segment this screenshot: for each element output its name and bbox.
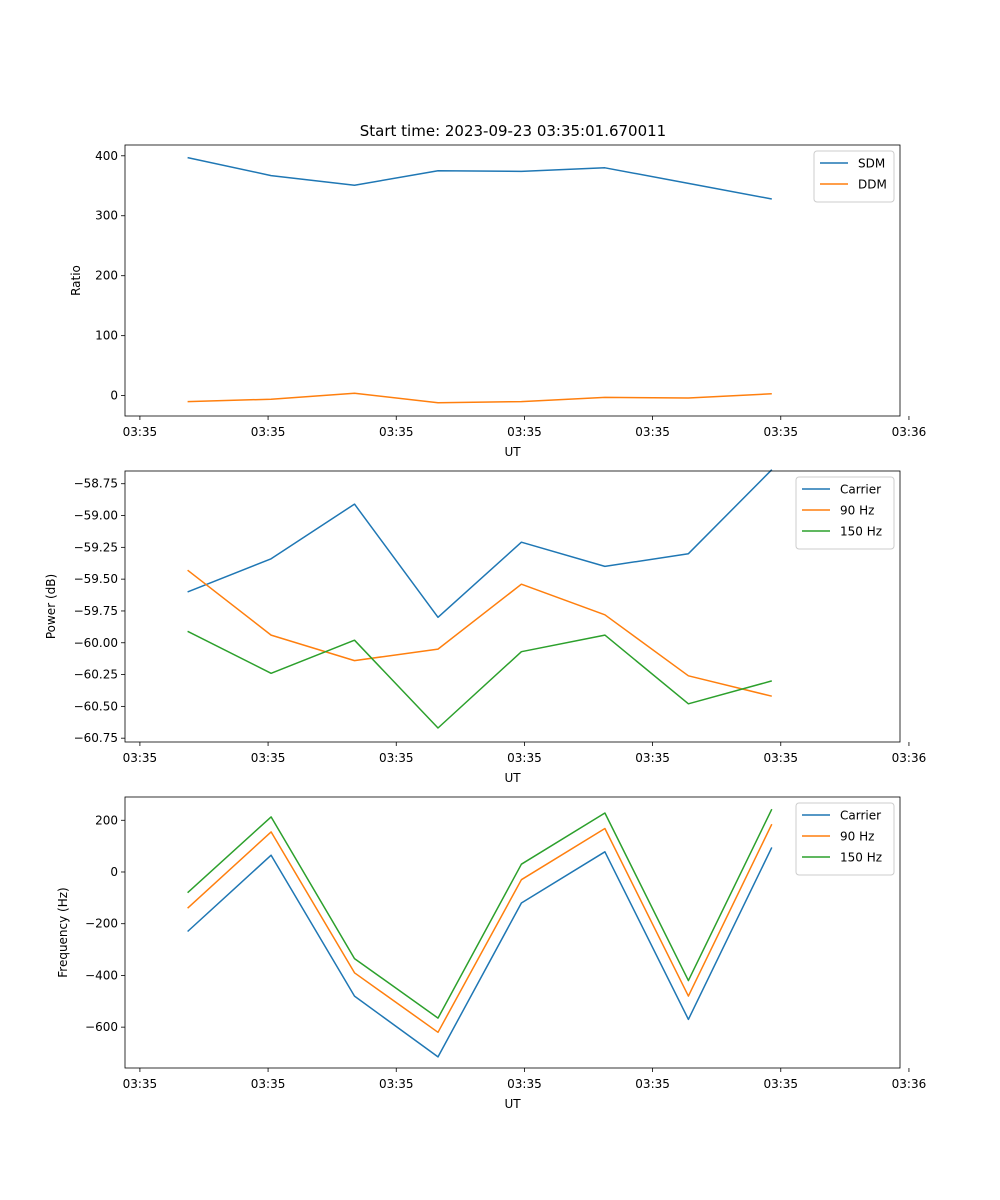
series-line-150-hz — [187, 808, 773, 1019]
series-line-carrier — [187, 847, 773, 1058]
x-tick-label: 03:35 — [123, 425, 158, 439]
x-tick-label: 03:35 — [251, 1077, 286, 1091]
figure-title: Start time: 2023-09-23 03:35:01.670011 — [360, 122, 666, 140]
x-tick-label: 03:35 — [123, 1077, 158, 1091]
x-tick-label: 03:36 — [892, 1077, 927, 1091]
frequency-panel: 03:35 03:35 03:35 03:35 03:35 03:35 03:36 200 0 −… — [56, 796, 927, 1111]
y-tick-label: 200 — [95, 813, 118, 827]
y-tick-label: −58.75 — [74, 477, 118, 491]
frequency-axes-frame — [124, 796, 901, 1069]
power-series-group — [187, 469, 773, 729]
legend-label: Carrier — [840, 483, 881, 497]
y-tick-label: −59.75 — [74, 604, 118, 618]
y-tick-label: −60.50 — [74, 699, 118, 713]
y-tick-label: −200 — [85, 917, 118, 931]
x-tick-label: 03:35 — [379, 1077, 414, 1091]
y-tick-label: 100 — [95, 329, 118, 343]
y-tick-label: −60.75 — [74, 731, 118, 745]
series-line-sdm — [187, 156, 772, 200]
x-tick-label: 03:35 — [763, 425, 798, 439]
series-line-ddm — [187, 392, 772, 404]
legend-label: SDM — [858, 157, 885, 171]
x-axis-label: UT — [504, 771, 521, 785]
ratio-series-group — [187, 156, 772, 404]
power-panel: 03:35 03:35 03:35 03:35 03:35 03:35 03:36 −58.7… — [44, 469, 927, 785]
x-tick-label: 03:35 — [507, 751, 542, 765]
legend-label: 90 Hz — [840, 830, 874, 844]
y-axis-label: Ratio — [69, 265, 83, 296]
x-tick-label: 03:35 — [379, 425, 414, 439]
x-tick-label: 03:35 — [635, 1077, 670, 1091]
x-tick-label: 03:35 — [635, 425, 670, 439]
series-line-90-hz — [187, 823, 773, 1034]
x-tick-label: 03:35 — [507, 425, 542, 439]
x-tick-label: 03:35 — [507, 1077, 542, 1091]
x-axis-label: UT — [504, 445, 521, 459]
x-tick-label: 03:36 — [892, 751, 927, 765]
x-tick-label: 03:35 — [251, 425, 286, 439]
y-tick-label: 400 — [95, 149, 118, 163]
x-tick-label: 03:35 — [379, 751, 414, 765]
y-tick-label: −60.25 — [74, 668, 118, 682]
y-tick-label: −600 — [85, 1020, 118, 1034]
power-legend: Carrier 90 Hz 150 Hz — [795, 476, 895, 550]
x-axis-label: UT — [504, 1097, 521, 1111]
legend-label: 150 Hz — [840, 525, 882, 539]
x-tick-label: 03:35 — [123, 751, 158, 765]
legend-label: 150 Hz — [840, 851, 882, 865]
legend-label: 90 Hz — [840, 504, 874, 518]
y-axis-label: Power (dB) — [44, 574, 58, 639]
ratio-legend: SDM DDM — [813, 150, 895, 203]
x-tick-label: 03:36 — [892, 425, 927, 439]
x-tick-label: 03:35 — [763, 751, 798, 765]
ratio-axes-frame — [124, 144, 901, 417]
series-line-150-hz — [187, 630, 772, 729]
y-tick-label: 0 — [110, 865, 118, 879]
frequency-series-group — [187, 808, 773, 1058]
series-line-carrier — [187, 469, 773, 619]
y-tick-label: −400 — [85, 968, 118, 982]
y-tick-label: 200 — [95, 269, 118, 283]
y-tick-label: 0 — [110, 389, 118, 403]
ratio-panel: 03:35 03:35 03:35 03:35 03:35 03:35 03:36 0 100 2… — [69, 144, 927, 459]
x-tick-label: 03:35 — [251, 751, 286, 765]
frequency-legend: Carrier 90 Hz 150 Hz — [795, 802, 895, 876]
x-tick-label: 03:35 — [635, 751, 670, 765]
y-axis-label: Frequency (Hz) — [56, 887, 70, 978]
y-tick-label: −59.00 — [74, 509, 118, 523]
series-line-90-hz — [187, 569, 772, 697]
y-tick-label: −60.00 — [74, 636, 118, 650]
y-tick-label: −59.25 — [74, 540, 118, 554]
power-axes-frame — [124, 470, 901, 743]
legend-label: DDM — [858, 178, 887, 192]
y-tick-label: −59.50 — [74, 572, 118, 586]
y-tick-label: 300 — [95, 209, 118, 223]
x-tick-label: 03:35 — [763, 1077, 798, 1091]
legend-label: Carrier — [840, 809, 881, 823]
